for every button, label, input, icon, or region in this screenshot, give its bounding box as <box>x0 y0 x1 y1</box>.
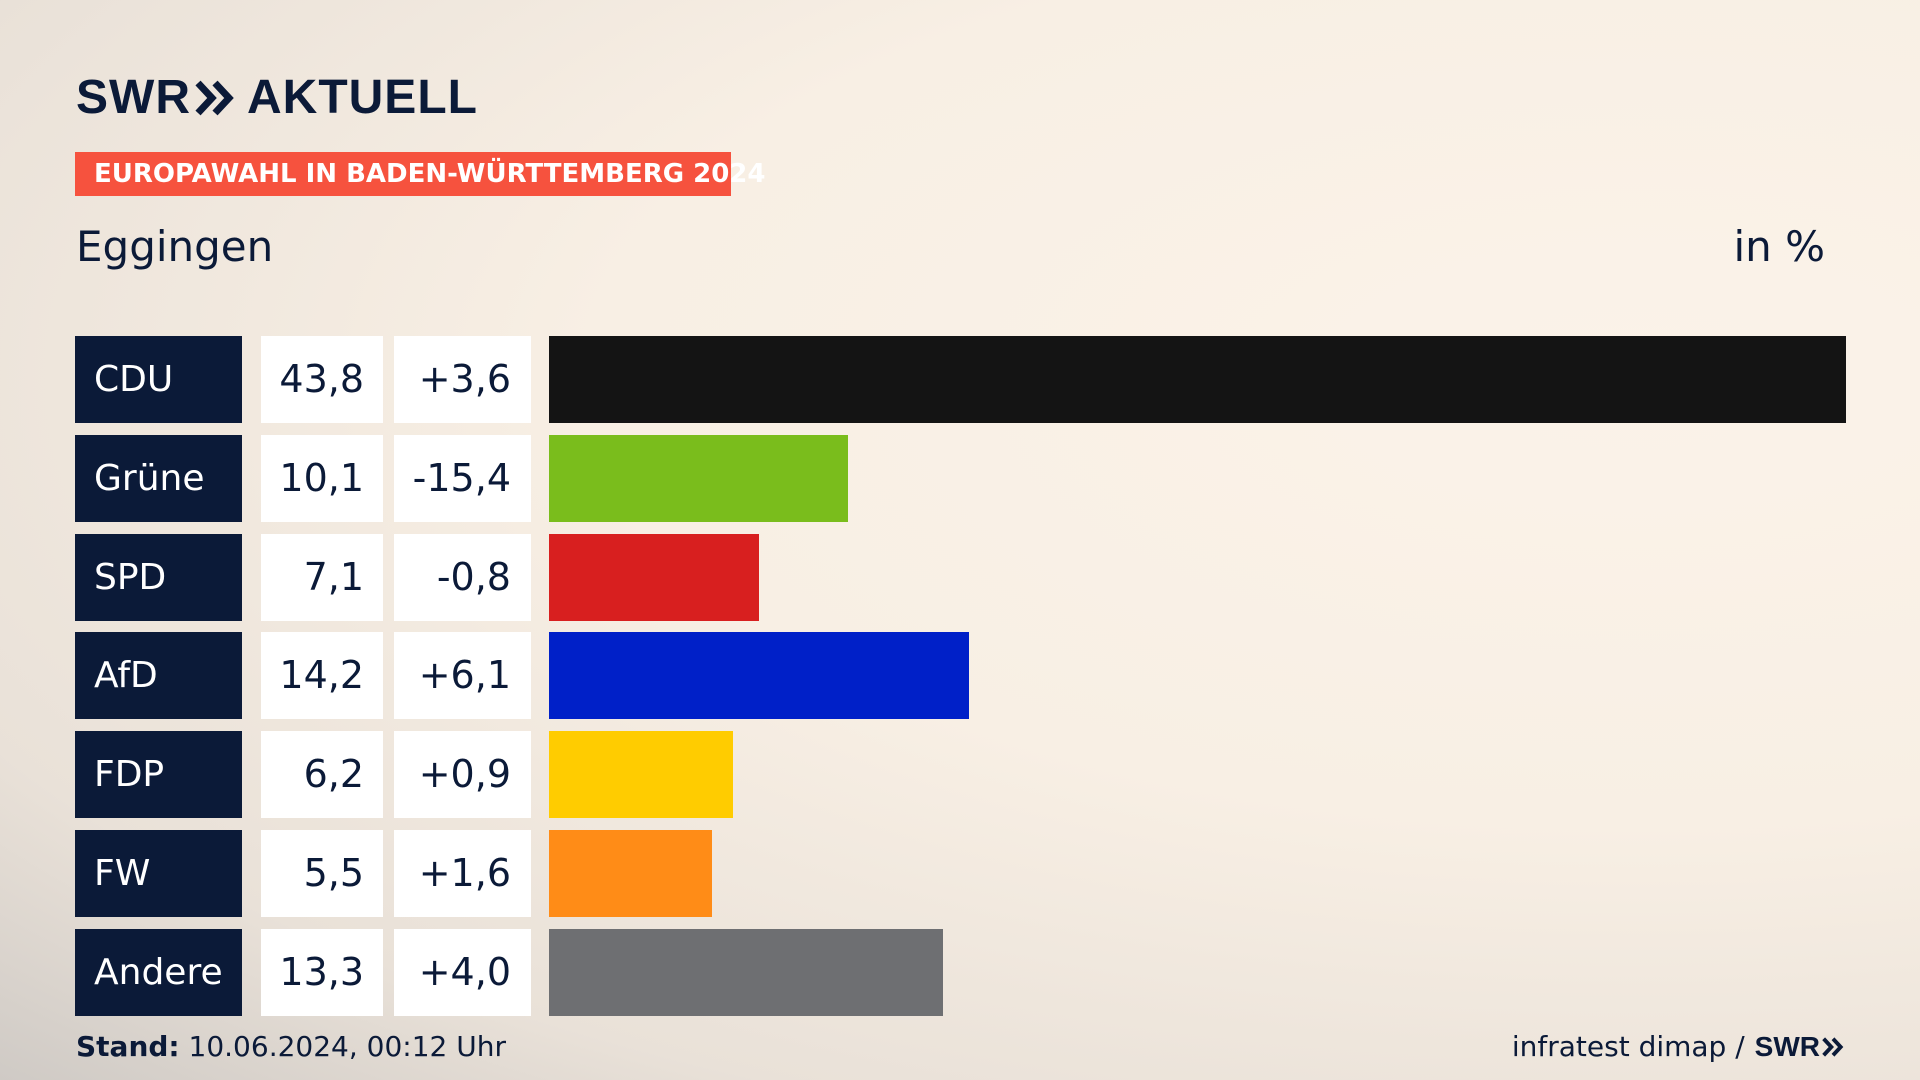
party-label: AfD <box>75 632 242 720</box>
result-bar <box>549 928 943 1016</box>
result-row: FDP 6,2 +0,9 <box>75 731 1846 819</box>
change-label: +1,6 <box>394 830 531 917</box>
change-label: +6,1 <box>394 632 531 720</box>
unit-label: in % <box>1733 222 1825 271</box>
stand-label: Stand: <box>76 1030 180 1063</box>
result-row: AfD 14,2 +6,1 <box>75 632 1846 720</box>
party-label: Grüne <box>75 434 242 522</box>
result-bar <box>549 830 712 917</box>
source-credit: infratest dimap / SWR <box>1512 1030 1844 1063</box>
double-chevron-small-icon <box>1822 1036 1844 1057</box>
result-row: CDU 43,8 +3,6 <box>75 336 1846 423</box>
change-label: +3,6 <box>394 336 531 423</box>
stand-value: 10.06.2024, 00:12 Uhr <box>188 1030 506 1063</box>
vote-share-label: 5,5 <box>261 830 383 917</box>
result-bar <box>549 632 970 720</box>
vote-share-label: 43,8 <box>261 336 383 423</box>
result-row: Andere 13,3 +4,0 <box>75 928 1846 1016</box>
result-row: FW 5,5 +1,6 <box>75 830 1846 917</box>
vote-share-label: 7,1 <box>261 533 383 621</box>
swr-logo-text: SWR <box>76 71 191 124</box>
source-text: infratest dimap / <box>1511 1030 1745 1063</box>
change-label: +0,9 <box>394 731 531 819</box>
change-label: -0,8 <box>394 533 531 621</box>
vote-share-label: 13,3 <box>261 928 383 1016</box>
party-label: CDU <box>75 336 242 423</box>
party-label: SPD <box>75 533 242 621</box>
result-bar <box>549 434 849 522</box>
change-label: -15,4 <box>394 434 531 522</box>
result-bar <box>549 336 1846 423</box>
party-label: Andere <box>75 928 242 1016</box>
party-label: FW <box>75 830 242 917</box>
swr-aktuell-logo: SWR AKTUELL <box>76 70 478 125</box>
double-chevron-icon <box>195 80 234 115</box>
change-label: +4,0 <box>394 928 531 1016</box>
party-label: FDP <box>75 731 242 819</box>
election-banner: EUROPAWAHL IN BADEN-WÜRTTEMBERG 2024 <box>75 152 765 196</box>
timestamp: Stand: 10.06.2024, 00:12 Uhr <box>76 1030 506 1063</box>
location-title: Eggingen <box>76 222 274 271</box>
product-name: AKTUELL <box>246 71 478 124</box>
result-bar <box>549 533 760 621</box>
result-bar <box>549 731 733 819</box>
vote-share-label: 6,2 <box>261 731 383 819</box>
result-row: SPD 7,1 -0,8 <box>75 533 1846 621</box>
vote-share-label: 10,1 <box>261 434 383 522</box>
result-row: Grüne 10,1 -15,4 <box>75 434 1846 522</box>
swr-small-logo-text: SWR <box>1754 1030 1820 1062</box>
vote-share-label: 14,2 <box>261 632 383 720</box>
